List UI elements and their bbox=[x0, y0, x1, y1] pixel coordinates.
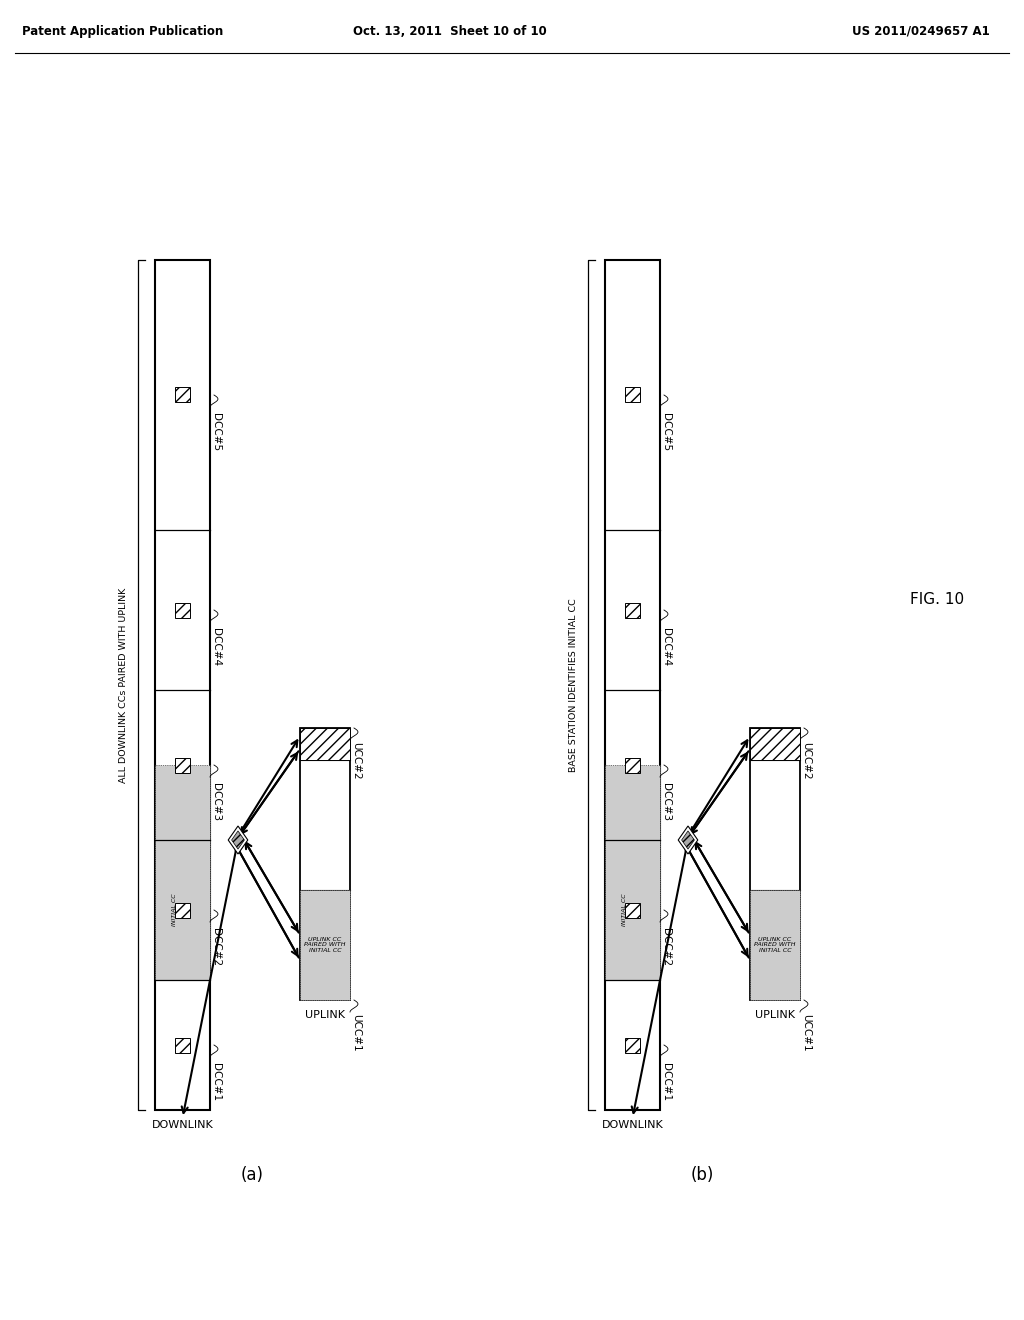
Text: (b): (b) bbox=[691, 1166, 714, 1184]
Text: INITIAL CC: INITIAL CC bbox=[171, 894, 176, 927]
Text: DCC#5: DCC#5 bbox=[662, 413, 671, 451]
Bar bbox=[300, 729, 350, 760]
Text: DCC#2: DCC#2 bbox=[662, 928, 671, 966]
Text: UCC#2: UCC#2 bbox=[351, 742, 361, 780]
Text: FIG. 10: FIG. 10 bbox=[910, 593, 965, 607]
Bar bbox=[625, 758, 640, 772]
Text: UPLINK CC
PAIRED WITH
INITIAL CC: UPLINK CC PAIRED WITH INITIAL CC bbox=[755, 937, 796, 953]
Bar bbox=[750, 890, 800, 1001]
Text: US 2011/0249657 A1: US 2011/0249657 A1 bbox=[852, 25, 990, 38]
Text: DCC#4: DCC#4 bbox=[211, 628, 221, 667]
Bar bbox=[605, 766, 660, 840]
Bar bbox=[155, 260, 210, 1110]
Polygon shape bbox=[228, 826, 248, 854]
Text: Patent Application Publication: Patent Application Publication bbox=[22, 25, 223, 38]
Bar bbox=[175, 1038, 190, 1052]
Text: UPLINK CC
PAIRED WITH
INITIAL CC: UPLINK CC PAIRED WITH INITIAL CC bbox=[304, 937, 346, 953]
Bar bbox=[155, 766, 210, 840]
Bar bbox=[625, 903, 640, 917]
Bar bbox=[175, 758, 190, 772]
Bar bbox=[625, 388, 640, 403]
Text: UCC#1: UCC#1 bbox=[351, 1014, 361, 1052]
Bar bbox=[300, 890, 350, 1001]
Text: UCC#1: UCC#1 bbox=[801, 1014, 811, 1052]
Polygon shape bbox=[682, 830, 694, 849]
Bar bbox=[175, 388, 190, 403]
Bar bbox=[625, 602, 640, 618]
Text: Oct. 13, 2011  Sheet 10 of 10: Oct. 13, 2011 Sheet 10 of 10 bbox=[353, 25, 547, 38]
Text: BASE STATION IDENTIFIES INITIAL CC: BASE STATION IDENTIFIES INITIAL CC bbox=[568, 598, 578, 772]
Text: DCC#2: DCC#2 bbox=[211, 928, 221, 966]
Text: UCC#2: UCC#2 bbox=[801, 742, 811, 780]
Bar bbox=[155, 840, 210, 979]
Bar bbox=[625, 1038, 640, 1052]
Text: DCC#4: DCC#4 bbox=[662, 628, 671, 667]
Text: DOWNLINK: DOWNLINK bbox=[602, 1119, 664, 1130]
Bar bbox=[605, 840, 660, 979]
Text: DCC#3: DCC#3 bbox=[662, 783, 671, 821]
Text: DCC#5: DCC#5 bbox=[211, 413, 221, 451]
Text: DOWNLINK: DOWNLINK bbox=[152, 1119, 213, 1130]
Text: (a): (a) bbox=[241, 1166, 264, 1184]
Text: UPLINK: UPLINK bbox=[755, 1010, 795, 1020]
Text: ALL DOWNLINK CCs PAIRED WITH UPLINK: ALL DOWNLINK CCs PAIRED WITH UPLINK bbox=[119, 587, 128, 783]
Bar bbox=[175, 903, 190, 917]
Bar bbox=[300, 729, 350, 1001]
Bar bbox=[175, 602, 190, 618]
Bar bbox=[750, 729, 800, 1001]
Polygon shape bbox=[678, 826, 697, 854]
Text: INITIAL CC: INITIAL CC bbox=[622, 894, 627, 927]
Text: DCC#1: DCC#1 bbox=[662, 1063, 671, 1101]
Polygon shape bbox=[231, 830, 245, 849]
Bar bbox=[750, 729, 800, 760]
Text: DCC#3: DCC#3 bbox=[211, 783, 221, 821]
Text: UPLINK: UPLINK bbox=[305, 1010, 345, 1020]
Bar bbox=[605, 260, 660, 1110]
Text: DCC#1: DCC#1 bbox=[211, 1063, 221, 1101]
